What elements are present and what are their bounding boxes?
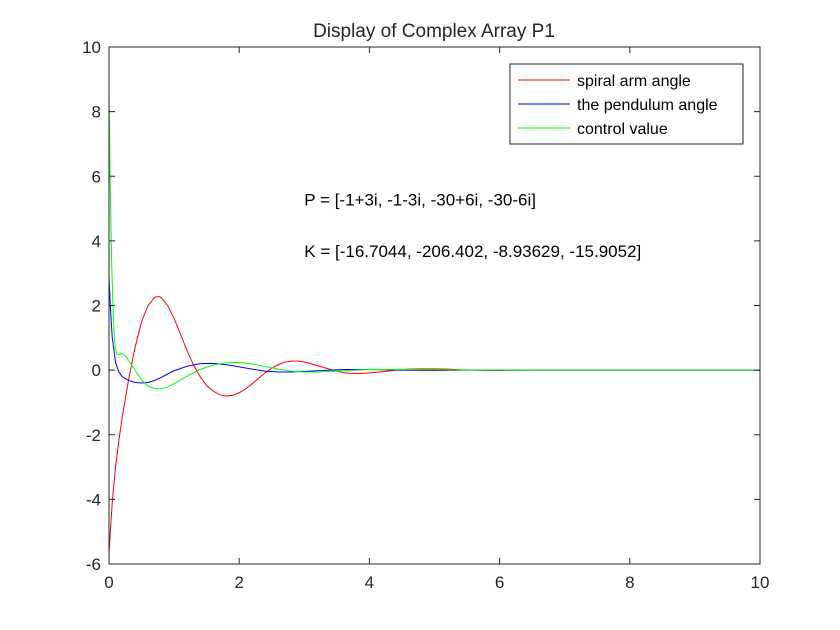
chart-title: Display of Complex Array P1	[313, 21, 555, 42]
annotation-text-1: K = [-16.7044, -206.402, -8.93629, -15.9…	[304, 242, 641, 261]
y-tick-label: 0	[92, 361, 101, 380]
y-tick-label: 2	[92, 297, 101, 316]
y-tick-label: -6	[86, 555, 101, 574]
x-axis-ticks: 0 2 4 6 8 10	[104, 47, 769, 592]
y-axis-ticks: -6 -4 -2 0 2 4 6 8 10	[82, 38, 760, 574]
x-tick-label: 2	[234, 573, 243, 592]
y-tick-label: -2	[86, 426, 101, 445]
x-tick-label: 6	[495, 573, 504, 592]
series-line-1	[108, 276, 760, 384]
series-line-0	[108, 295, 760, 555]
series-layer	[108, 92, 760, 555]
series-line-2	[108, 92, 760, 390]
x-tick-label: 8	[625, 573, 634, 592]
y-tick-label: 6	[92, 167, 101, 186]
x-tick-label: 10	[751, 573, 770, 592]
y-tick-label: 8	[92, 103, 101, 122]
annotation-text-0: P = [-1+3i, -1-3i, -30+6i, -30-6i]	[304, 190, 536, 209]
legend: spiral arm angle the pendulum angle contro…	[509, 63, 744, 145]
x-tick-label: 0	[104, 573, 113, 592]
legend-label-2: control value	[577, 121, 668, 138]
y-tick-label: 4	[92, 232, 101, 251]
x-tick-label: 4	[365, 573, 374, 592]
annotation-layer: P = [-1+3i, -1-3i, -30+6i, -30-6i] K = [-…	[304, 190, 641, 261]
legend-label-0: spiral arm angle	[577, 73, 691, 90]
legend-label-1: the pendulum angle	[577, 97, 718, 114]
y-tick-label: -4	[86, 490, 101, 509]
y-tick-label: 10	[82, 38, 101, 57]
